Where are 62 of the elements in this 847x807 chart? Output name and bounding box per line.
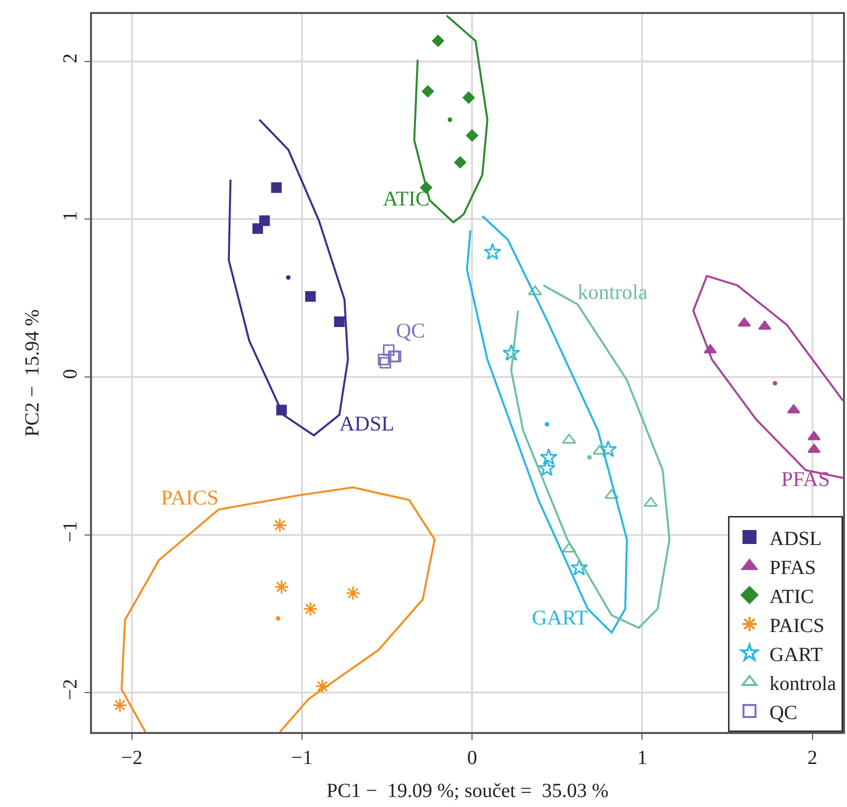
- legend-label: QC: [770, 702, 798, 724]
- y-axis-title: PC2 − 15.94 %: [21, 309, 44, 437]
- line-series: [120, 486, 436, 732]
- point: [432, 34, 444, 47]
- point: [502, 344, 520, 361]
- legend-label: GART: [770, 644, 823, 666]
- point: [274, 579, 289, 594]
- point: [738, 317, 751, 327]
- point: [599, 440, 617, 458]
- point: [272, 518, 288, 533]
- point: [382, 344, 395, 356]
- point: [528, 285, 542, 296]
- point: [808, 431, 821, 440]
- y-tick-label: −2: [59, 678, 82, 700]
- point: [787, 404, 800, 414]
- y-tick-label: 1: [59, 211, 82, 222]
- point: [562, 434, 576, 444]
- series-label: kontrola: [578, 280, 648, 304]
- point: [334, 316, 345, 328]
- point: [462, 92, 475, 104]
- point: [314, 678, 330, 694]
- x-tick-label: 0: [467, 746, 478, 769]
- x-tick-label: 1: [637, 746, 648, 769]
- x-axis-title: PC1 − 19.09 %; součet = 35.03 %: [326, 780, 608, 802]
- x-tick-label: −2: [121, 746, 142, 769]
- series-label: GART: [532, 606, 588, 630]
- legend-label: kontrola: [770, 672, 836, 695]
- series-label: PFAS: [781, 466, 830, 491]
- x-tick-label: −1: [291, 746, 313, 769]
- text: QC: [396, 318, 426, 343]
- y-tick-label: −1: [59, 521, 82, 542]
- x-tick-label: 2: [807, 746, 818, 769]
- line-series: [510, 284, 670, 629]
- legend-label: PFAS: [770, 556, 816, 579]
- point: [484, 243, 502, 260]
- legend-label: PAICS: [770, 614, 824, 637]
- y-tick-label: 0: [59, 368, 82, 379]
- point: [466, 130, 478, 142]
- point: [271, 182, 282, 193]
- point: [758, 320, 772, 330]
- point: [259, 215, 270, 226]
- point: [303, 602, 318, 616]
- point: [808, 444, 821, 453]
- series-label: ATIC: [382, 186, 430, 210]
- point: [305, 291, 316, 302]
- y-tick-label: 2: [59, 53, 82, 64]
- point: [378, 354, 390, 366]
- point: [112, 698, 128, 713]
- point: [644, 496, 658, 507]
- legend-label: ADSL: [770, 528, 822, 550]
- series-label: ADSL: [339, 412, 394, 436]
- point: [538, 459, 556, 476]
- legend-label: ATIC: [770, 586, 814, 608]
- point: [454, 156, 466, 168]
- point: [422, 85, 434, 98]
- point: [346, 586, 360, 601]
- point: [592, 444, 607, 455]
- point: [252, 223, 264, 234]
- point: [570, 558, 588, 576]
- point: [380, 356, 392, 369]
- series-label: PAICS: [160, 485, 219, 510]
- point: [540, 448, 558, 466]
